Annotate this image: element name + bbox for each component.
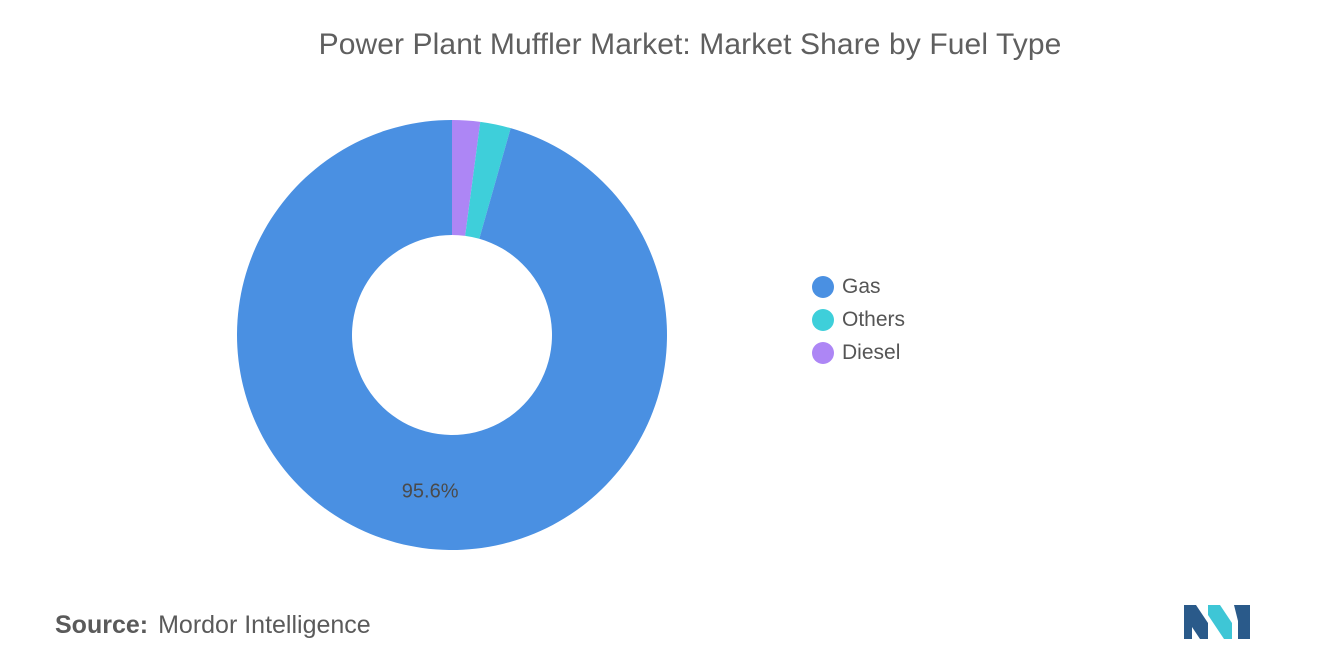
legend-label-diesel: Diesel: [842, 340, 901, 364]
mordor-intelligence-logo-icon: [1184, 605, 1250, 639]
legend-item-others[interactable]: Others: [812, 303, 905, 336]
slice-others: [465, 121, 511, 239]
legend-swatch-diesel: [812, 341, 834, 364]
legend-swatch-others: [812, 308, 834, 331]
legend-item-diesel[interactable]: Diesel: [812, 336, 905, 369]
donut-slices: [237, 120, 667, 551]
source-note: Source: Mordor Intelligence: [55, 611, 371, 640]
logo-shape-right: [1234, 605, 1250, 639]
source-key: Source:: [55, 611, 149, 639]
source-value: Mordor Intelligence: [158, 611, 371, 639]
data-label-gas: 95.6%: [402, 480, 459, 502]
logo-shape-left: [1184, 605, 1208, 639]
slice-diesel: [452, 120, 481, 236]
legend-item-gas[interactable]: Gas: [812, 270, 905, 303]
chart-title: Power Plant Muffler Market: Market Share…: [318, 28, 1062, 61]
legend: Gas Others Diesel: [812, 270, 905, 369]
data-labels: 95.6%: [402, 480, 459, 502]
logo-shape-middle: [1208, 605, 1232, 639]
legend-swatch-gas: [812, 275, 834, 298]
legend-label-others: Others: [842, 307, 906, 331]
legend-label-gas: Gas: [842, 274, 881, 298]
slice-gas: [237, 120, 667, 551]
